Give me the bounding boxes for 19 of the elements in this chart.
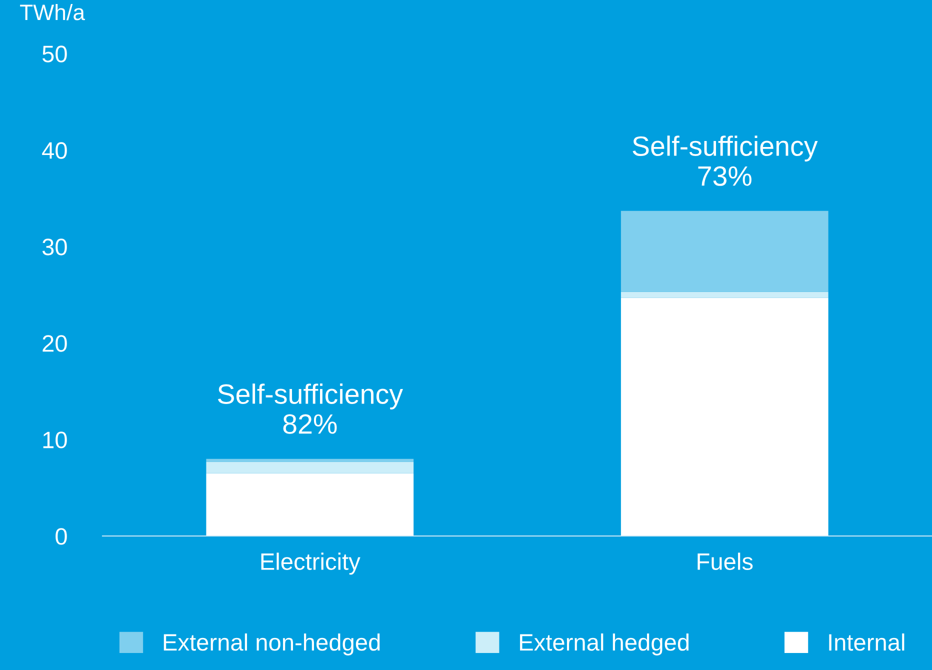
annotation: Self-sufficiency 73%: [632, 136, 818, 186]
legend-label: External non-hedged: [164, 633, 380, 656]
y-tick-label: 30: [42, 238, 67, 256]
y-tick-label: 50: [42, 46, 67, 62]
x-tick-label: Fuels: [698, 552, 753, 570]
y-tick-label: 40: [42, 142, 67, 159]
bar: [620, 292, 828, 298]
x-tick-label: Electricity: [261, 552, 360, 575]
y-tick-label: 0: [56, 528, 67, 545]
bar: [620, 210, 828, 292]
y-tick-label: 10: [43, 432, 67, 448]
annotation: Self-sufficiency 82%: [218, 384, 403, 434]
y-axis-title: TWh/a: [20, 4, 86, 20]
y-tick-label: 20: [42, 335, 67, 352]
bar: [620, 298, 828, 536]
legend-label: External hedged: [520, 633, 689, 656]
bar: [206, 473, 414, 536]
legend-label: Internal: [829, 633, 904, 651]
bar: [206, 462, 414, 474]
